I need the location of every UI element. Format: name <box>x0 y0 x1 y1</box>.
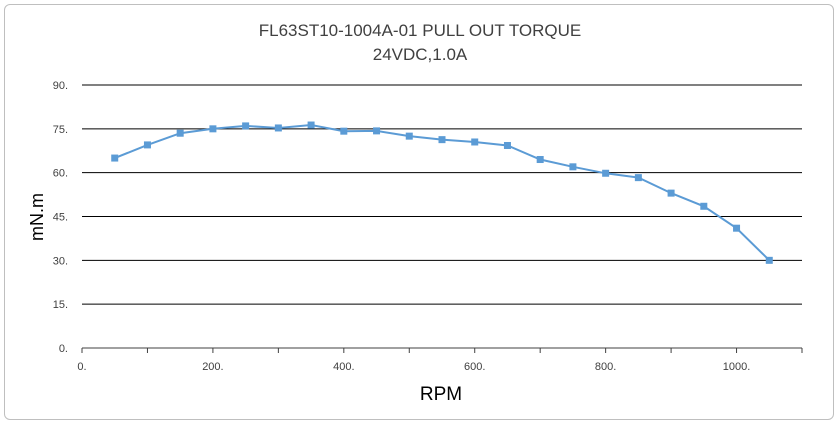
x-axis-title: RPM <box>420 384 462 405</box>
y-tick-label: 45. <box>53 212 68 224</box>
data-point <box>242 122 250 130</box>
y-tick-label: 75. <box>53 124 68 136</box>
x-tick-label: 400. <box>333 361 354 373</box>
data-point <box>307 121 315 129</box>
data-point <box>176 129 184 137</box>
data-point <box>733 224 741 232</box>
x-tick-label: 600. <box>464 361 485 373</box>
x-tick-label: 200. <box>202 361 223 373</box>
data-point <box>536 156 544 164</box>
y-tick-label: 60. <box>53 168 68 180</box>
data-point <box>634 174 642 182</box>
x-axis-ticks: 0. 200. 400. 600. 800. 1000. <box>77 348 803 373</box>
chart-frame <box>4 4 834 420</box>
y-axis-title: mN.m <box>27 193 47 241</box>
data-point <box>209 125 217 133</box>
y-tick-label: 90. <box>53 80 68 92</box>
y-tick-label: 30. <box>53 255 68 267</box>
data-point <box>700 202 708 210</box>
data-point <box>602 169 610 177</box>
chart-subtitle: 24VDC,1.0A <box>372 45 468 64</box>
data-point <box>274 124 282 132</box>
chart-title-block: FL63ST10-1004A-01 PULL OUT TORQUE 24VDC,… <box>0 19 840 67</box>
data-point <box>340 127 348 135</box>
data-point <box>569 163 577 171</box>
x-tick-label: 0. <box>77 361 86 373</box>
data-point <box>373 127 381 135</box>
chart-title: FL63ST10-1004A-01 PULL OUT TORQUE <box>258 21 582 40</box>
y-tick-label: 15. <box>53 299 68 311</box>
data-point <box>667 189 675 197</box>
data-point <box>143 141 151 149</box>
y-axis-ticks: 0. 15. 30. 45. 60. 75. 90. <box>53 80 68 355</box>
data-point <box>405 132 413 140</box>
data-point <box>471 138 479 146</box>
data-point <box>765 256 773 264</box>
x-tick-label: 1000. <box>723 361 751 373</box>
x-tick-label: 800. <box>595 361 616 373</box>
y-tick-label: 0. <box>59 343 68 355</box>
data-point <box>503 141 511 149</box>
series-layer <box>111 121 773 264</box>
grid-lines <box>82 84 802 349</box>
data-point <box>438 136 446 144</box>
data-point <box>111 154 119 162</box>
